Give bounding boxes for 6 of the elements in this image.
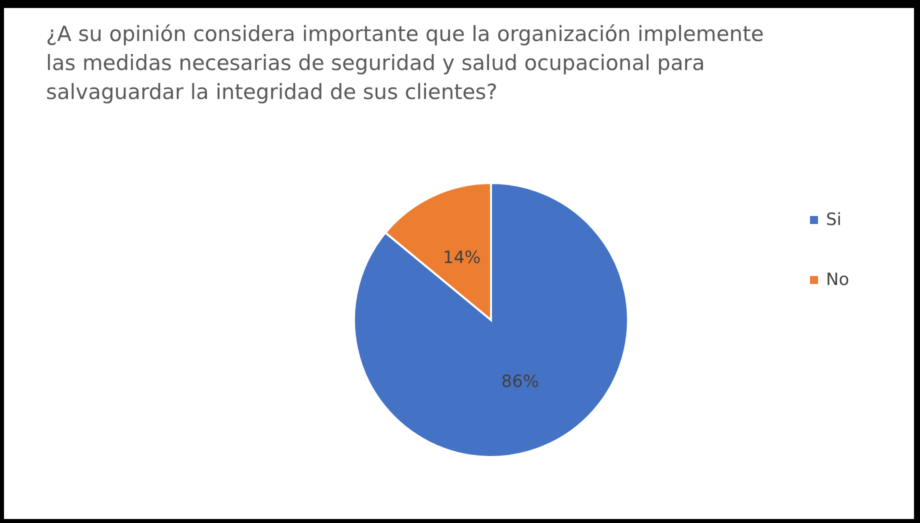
pie-slice — [353, 182, 629, 458]
legend-label: No — [826, 270, 850, 290]
data-label: 14% — [442, 248, 481, 268]
legend-label: Si — [826, 210, 842, 230]
data-label: 86% — [501, 372, 540, 392]
chart-title: ¿A su opinión considera importante que la organización implemente las medidas necesarias de seguridad y salud ocupacional para salvaguardar la integridad de sus clientes? — [46, 21, 765, 106]
